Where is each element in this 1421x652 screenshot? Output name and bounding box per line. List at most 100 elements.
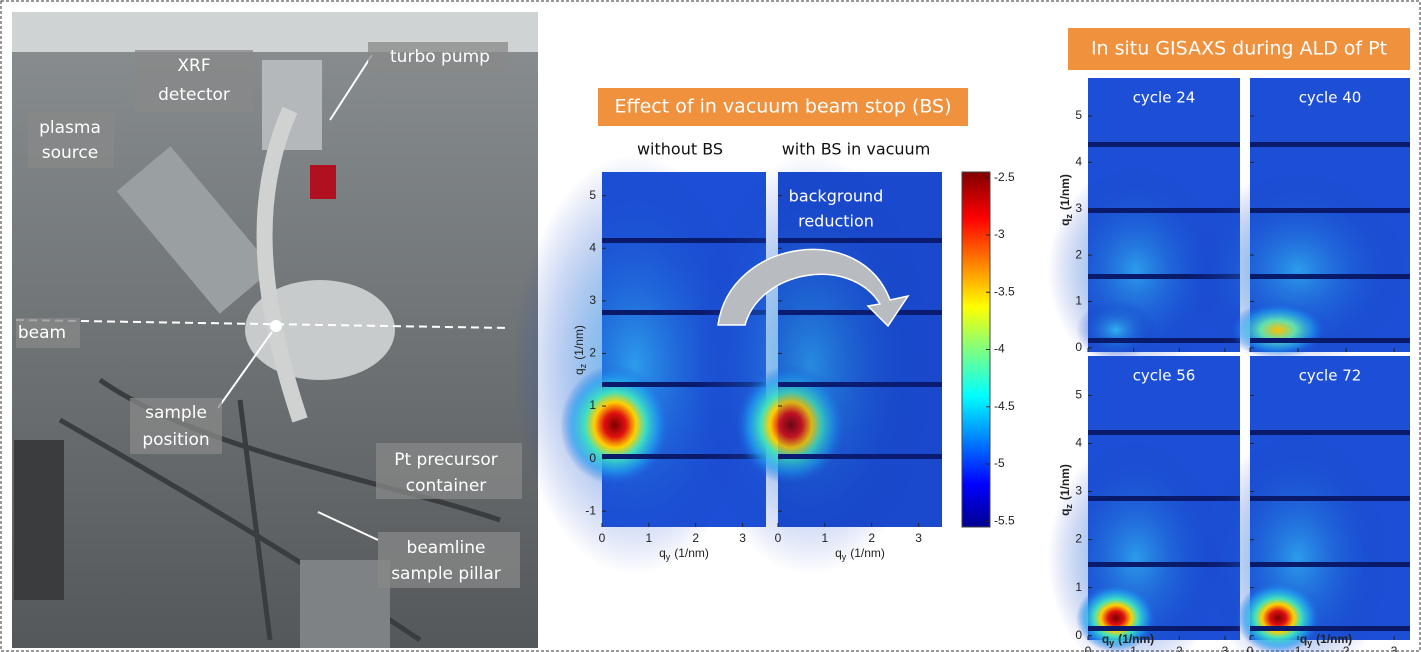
x-tick-label: 2 (692, 531, 699, 545)
colorbar-tick-label: -3 (994, 227, 1005, 241)
beamstop-band (602, 454, 766, 459)
photo-label: Pt precursor (394, 450, 498, 470)
label-box (378, 532, 520, 588)
colorbar-tick-label: -3.5 (994, 284, 1015, 298)
axis-unit: (1/nm) (1316, 632, 1352, 646)
y-tick-label: 0 (589, 451, 596, 465)
beamstop-band (602, 238, 766, 243)
x-tick-label: 1 (646, 531, 653, 545)
photo-label: XRF (177, 56, 210, 76)
scattering-glow (514, 155, 756, 575)
photo-label: turbo pump (390, 47, 490, 67)
panel-title: Effect of in vacuum beam stop (BS) (615, 96, 952, 118)
axis-symbol: q (1102, 632, 1109, 646)
beamstop-band (1250, 626, 1410, 631)
subpanel-title: without BS (637, 140, 723, 159)
photo-label: plasma (39, 118, 101, 138)
axis-symbol: q (1300, 632, 1307, 646)
axis-label: qy (1/nm) (835, 546, 885, 562)
cycle-label: cycle 24 (1133, 89, 1196, 107)
pointer (329, 54, 373, 121)
beamstop-band (1088, 496, 1240, 501)
label-box (135, 50, 253, 112)
colorbar-tick-label: -4.5 (994, 399, 1015, 413)
curved-arrow (717, 248, 910, 328)
beamstop-band (1250, 142, 1410, 147)
y-tick-label: 2 (589, 346, 596, 360)
rack (14, 440, 64, 600)
axis-label: qy (1/nm) (1300, 632, 1352, 648)
axis-subscript: z (578, 363, 588, 368)
axis-label: qy (1/nm) (659, 546, 709, 562)
x-tick-label: 0 (1085, 644, 1092, 652)
photo-label: beamline (407, 538, 486, 558)
y-tick-label: 3 (589, 293, 596, 307)
scattering-peak (1236, 582, 1320, 652)
axis-unit: (1/nm) (1118, 632, 1154, 646)
beamstop-band (778, 310, 942, 315)
axis-subscript: y (1307, 638, 1312, 648)
x-tick-label: 3 (739, 531, 746, 545)
photo-label: sample pillar (391, 564, 501, 584)
subpanel-title: with BS in vacuum (782, 140, 931, 159)
axis-label: qz (1/nm) (1058, 464, 1074, 516)
axis-unit: (1/nm) (674, 546, 709, 560)
turbo-pump (262, 60, 322, 150)
beamstop-band (1088, 430, 1240, 435)
y-tick-label: 2 (1075, 532, 1082, 546)
cycle-label: cycle 40 (1299, 89, 1362, 107)
valve (310, 165, 336, 199)
y-tick-label: 0 (1075, 628, 1082, 642)
colorbar-tick-label: -5.5 (994, 513, 1015, 527)
y-tick-label: 3 (1075, 201, 1082, 215)
y-tick-label: 5 (1075, 388, 1082, 402)
x-tick-label: 0 (775, 531, 782, 545)
x-tick-label: 2 (1343, 644, 1350, 652)
beamstop-band (1088, 274, 1240, 279)
x-tick-label: 0 (1247, 644, 1254, 652)
y-tick-label: 4 (1075, 155, 1082, 169)
photo-label: source (42, 143, 98, 163)
sample-dot (270, 320, 282, 332)
axis-unit: (1/nm) (572, 325, 586, 360)
cycle-label: cycle 72 (1299, 367, 1362, 385)
x-tick-label: 1 (1130, 644, 1137, 652)
y-tick-label: 4 (1075, 436, 1082, 450)
axis-symbol: q (659, 546, 666, 560)
y-tick-label: 2 (1075, 247, 1082, 261)
plasma-tube (116, 146, 274, 314)
colorbar-tick-label: -2.5 (994, 170, 1015, 184)
axis-subscript: y (1109, 638, 1114, 648)
x-tick-label: 2 (868, 531, 875, 545)
axis-unit: (1/nm) (1058, 174, 1072, 210)
photo: XRF detector turbo pump plasma source be… (12, 12, 538, 648)
beamstop-band (778, 454, 942, 459)
beamstop-band (1088, 626, 1240, 631)
pillar (300, 560, 390, 648)
x-tick-label: 1 (822, 531, 829, 545)
beamstop-band (1250, 430, 1410, 435)
annotation: reduction (798, 212, 874, 231)
x-tick-label: 3 (1391, 644, 1398, 652)
beamstop-band (1088, 208, 1240, 213)
scattering-glow (690, 155, 932, 575)
y-tick-label: 1 (1075, 294, 1082, 308)
axis-subscript: z (1064, 214, 1074, 219)
axis-subscript: z (1064, 504, 1074, 509)
y-tick-label: 1 (589, 398, 596, 412)
axis-symbol: q (1058, 509, 1072, 516)
x-tick-label: 1 (1295, 644, 1302, 652)
fade (778, 172, 942, 527)
beam-line (15, 319, 511, 329)
beamstop-band (1088, 338, 1240, 343)
colorbar-tick-label: -4 (994, 342, 1005, 356)
beamstop-band (778, 382, 942, 387)
y-tick-label: 0 (1075, 340, 1082, 354)
colorbar-tick-label: -5 (994, 456, 1005, 470)
beamstop-band (778, 238, 942, 243)
label-box (368, 42, 508, 72)
x-tick-label: 3 (1222, 644, 1229, 652)
